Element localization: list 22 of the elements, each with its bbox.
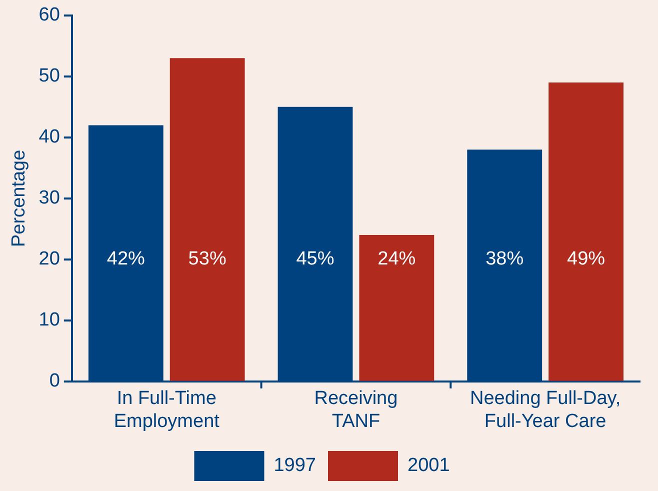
data-label: 45% xyxy=(296,248,334,270)
data-label: 38% xyxy=(486,248,524,270)
data-label: 53% xyxy=(188,248,226,270)
x-tick-label: Receiving TANF xyxy=(314,388,398,432)
x-tick-label: In Full-Time Employment xyxy=(114,388,220,432)
data-label: 42% xyxy=(106,248,146,270)
legend-label: 2001 xyxy=(408,455,450,476)
data-label: 24% xyxy=(378,248,416,270)
y-tick-label: 50 xyxy=(38,66,60,87)
y-tick-label: 60 xyxy=(38,4,60,26)
data-label: 49% xyxy=(567,248,606,270)
bar xyxy=(548,82,624,381)
y-tick-label: 0 xyxy=(49,370,60,392)
y-tick-label: 10 xyxy=(38,310,60,331)
bar xyxy=(359,235,434,381)
x-tick-label: Needing Full-Day, Full-Year Care xyxy=(470,388,621,432)
bar xyxy=(170,58,245,381)
y-tick-label: 20 xyxy=(38,248,60,270)
y-axis-title: Percentage xyxy=(8,150,30,247)
legend-label: 1997 xyxy=(274,455,316,476)
y-tick-label: 40 xyxy=(38,126,60,148)
y-tick-label: 30 xyxy=(38,188,60,209)
